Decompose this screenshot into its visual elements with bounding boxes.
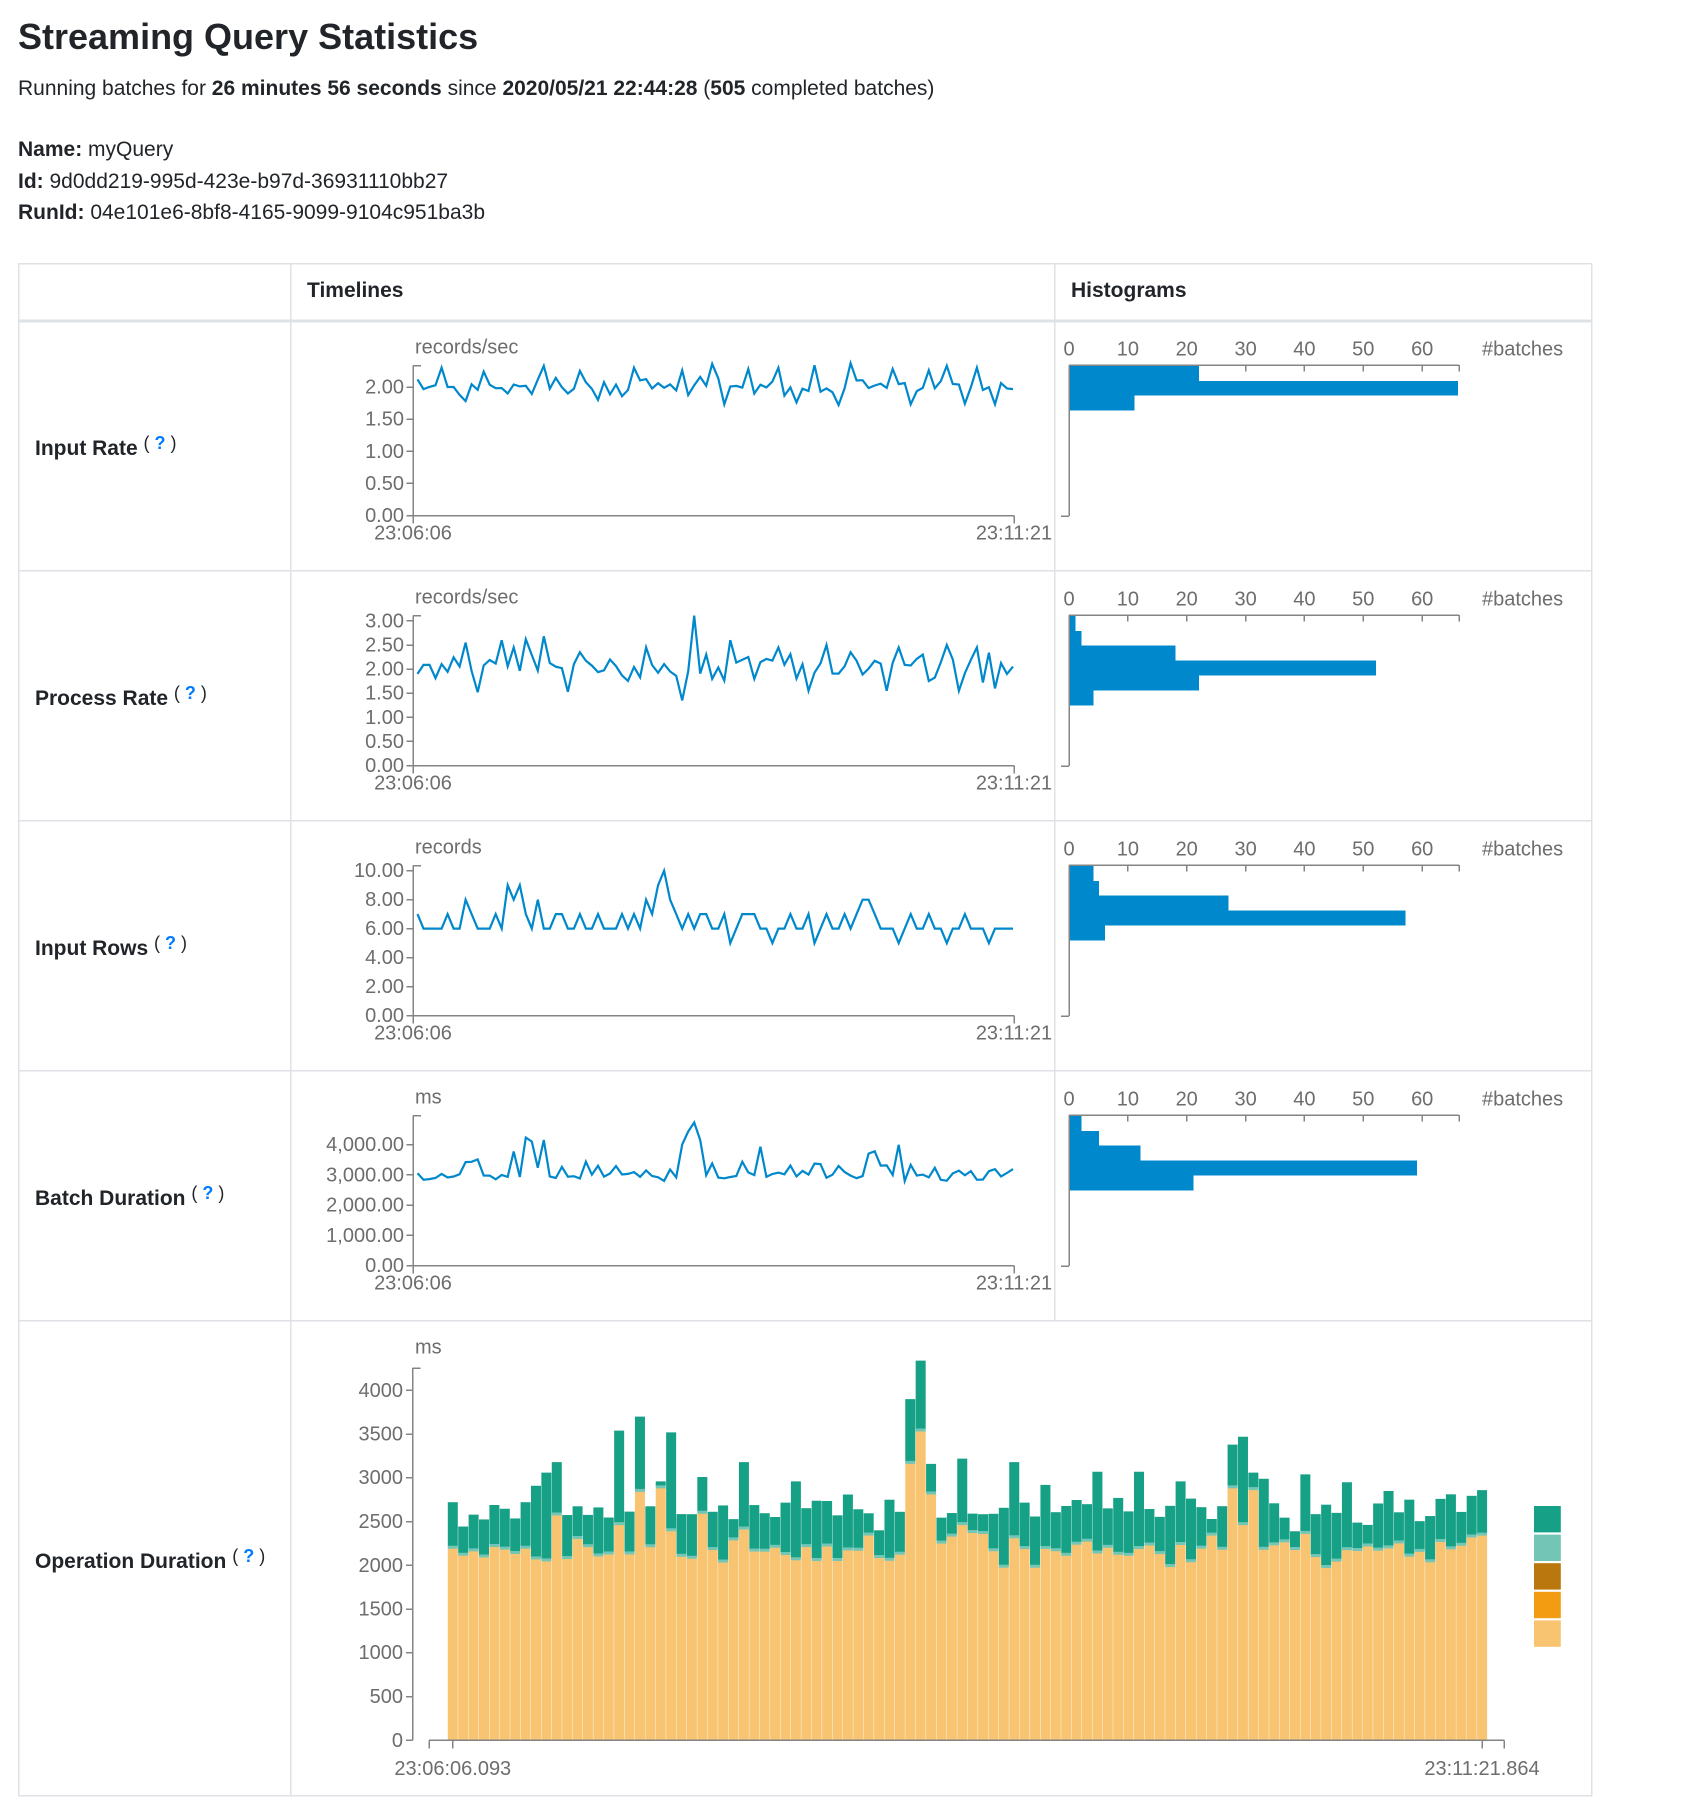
svg-text:1.50: 1.50 [365,409,404,431]
svg-text:30: 30 [1234,339,1256,361]
svg-text:6.00: 6.00 [365,918,404,940]
svg-text:60: 60 [1411,1089,1433,1111]
svg-text:0.00: 0.00 [365,505,404,527]
svg-text:records: records [415,837,482,859]
svg-text:2.00: 2.00 [365,976,404,998]
svg-text:0: 0 [392,1730,403,1752]
svg-text:4000: 4000 [359,1380,404,1402]
svg-text:0: 0 [1063,1089,1074,1111]
svg-text:3,000.00: 3,000.00 [326,1164,404,1186]
svg-text:500: 500 [370,1686,403,1708]
svg-text:records/sec: records/sec [415,587,518,609]
svg-text:10.00: 10.00 [354,860,404,882]
svg-text:50: 50 [1352,1089,1374,1111]
svg-text:10: 10 [1117,839,1139,861]
svg-text:0.50: 0.50 [365,473,404,495]
svg-text:60: 60 [1411,589,1433,611]
svg-text:40: 40 [1293,339,1315,361]
svg-text:40: 40 [1293,589,1315,611]
svg-text:3500: 3500 [359,1424,404,1446]
svg-text:2500: 2500 [359,1511,404,1533]
svg-text:1.00: 1.00 [365,707,404,729]
svg-text:1.00: 1.00 [365,441,404,463]
svg-text:23:11:21: 23:11:21 [976,773,1052,795]
svg-text:0.00: 0.00 [365,1005,404,1027]
svg-text:10: 10 [1117,339,1139,361]
svg-text:20: 20 [1176,589,1198,611]
svg-text:0.50: 0.50 [365,731,404,753]
svg-text:50: 50 [1352,339,1374,361]
svg-text:3000: 3000 [359,1467,404,1489]
svg-text:3.00: 3.00 [365,610,404,632]
svg-text:ms: ms [415,1087,442,1109]
svg-text:0.00: 0.00 [365,1255,404,1277]
svg-text:40: 40 [1293,839,1315,861]
svg-text:#batches: #batches [1482,839,1563,861]
svg-text:23:06:06: 23:06:06 [374,1273,452,1295]
svg-text:10: 10 [1117,589,1139,611]
svg-text:20: 20 [1176,839,1198,861]
svg-text:23:06:06: 23:06:06 [374,1023,452,1045]
svg-text:30: 30 [1234,839,1256,861]
svg-text:2.00: 2.00 [365,659,404,681]
svg-text:23:06:06.093: 23:06:06.093 [394,1758,511,1780]
svg-text:2,000.00: 2,000.00 [326,1195,404,1217]
svg-text:1,000.00: 1,000.00 [326,1225,404,1247]
svg-text:60: 60 [1411,339,1433,361]
svg-text:4,000.00: 4,000.00 [326,1134,404,1156]
svg-text:1500: 1500 [359,1599,404,1621]
svg-text:0.00: 0.00 [365,755,404,777]
svg-text:50: 50 [1352,839,1374,861]
svg-text:23:11:21.864: 23:11:21.864 [1424,1758,1539,1780]
svg-text:23:11:21: 23:11:21 [976,1273,1052,1295]
svg-text:#batches: #batches [1482,339,1563,361]
svg-text:2.00: 2.00 [365,377,404,399]
svg-text:40: 40 [1293,1089,1315,1111]
svg-text:10: 10 [1117,1089,1139,1111]
svg-text:0: 0 [1063,589,1074,611]
svg-text:2000: 2000 [359,1555,404,1577]
svg-text:23:11:21: 23:11:21 [976,1023,1052,1045]
svg-text:30: 30 [1234,1089,1256,1111]
svg-text:1000: 1000 [359,1642,404,1664]
svg-text:23:06:06: 23:06:06 [374,523,452,545]
svg-text:#batches: #batches [1482,589,1563,611]
svg-text:1.50: 1.50 [365,683,404,705]
svg-text:#batches: #batches [1482,1089,1563,1111]
svg-text:4.00: 4.00 [365,947,404,969]
svg-text:60: 60 [1411,839,1433,861]
svg-text:20: 20 [1176,1089,1198,1111]
svg-text:ms: ms [415,1337,442,1359]
svg-text:20: 20 [1176,339,1198,361]
svg-text:0: 0 [1063,339,1074,361]
svg-text:records/sec: records/sec [415,337,518,359]
svg-text:8.00: 8.00 [365,889,404,911]
svg-text:0: 0 [1063,839,1074,861]
svg-text:2.50: 2.50 [365,635,404,657]
svg-text:23:11:21: 23:11:21 [976,523,1052,545]
svg-text:50: 50 [1352,589,1374,611]
svg-text:30: 30 [1234,589,1256,611]
svg-text:23:06:06: 23:06:06 [374,773,452,795]
